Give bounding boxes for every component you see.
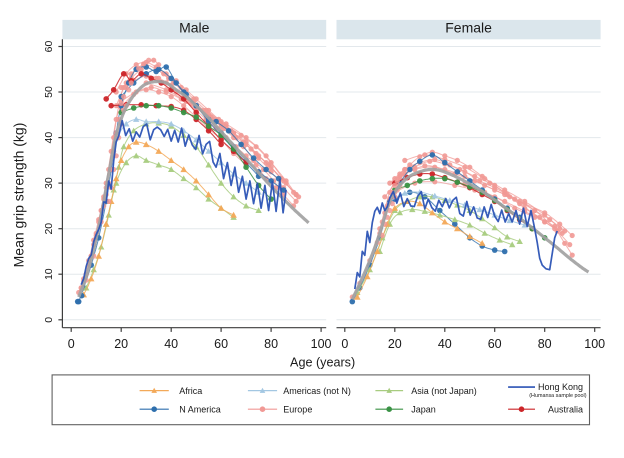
svg-text:10: 10: [43, 268, 55, 280]
svg-text:0: 0: [68, 337, 75, 351]
svg-text:0: 0: [341, 337, 348, 351]
svg-text:Male: Male: [179, 20, 210, 36]
svg-text:60: 60: [214, 337, 228, 351]
svg-text:Europe: Europe: [283, 404, 312, 414]
svg-text:40: 40: [438, 337, 452, 351]
svg-text:Hong Kong: Hong Kong: [538, 382, 583, 392]
svg-text:30: 30: [43, 177, 55, 189]
svg-text:20: 20: [388, 337, 402, 351]
svg-text:20: 20: [43, 223, 55, 235]
svg-text:60: 60: [43, 41, 55, 53]
svg-text:Mean grip strength (kg): Mean grip strength (kg): [11, 123, 27, 268]
svg-text:80: 80: [538, 337, 552, 351]
svg-text:100: 100: [584, 337, 605, 351]
svg-text:Asia (not Japan): Asia (not Japan): [411, 386, 477, 396]
svg-text:Africa: Africa: [179, 386, 202, 396]
svg-text:0: 0: [43, 317, 55, 323]
svg-text:(Humansa sample pool): (Humansa sample pool): [529, 393, 586, 399]
svg-text:40: 40: [43, 132, 55, 144]
svg-text:50: 50: [43, 86, 55, 98]
svg-text:80: 80: [264, 337, 278, 351]
svg-text:20: 20: [114, 337, 128, 351]
svg-text:Americas (not N): Americas (not N): [283, 386, 351, 396]
svg-text:40: 40: [164, 337, 178, 351]
svg-text:Japan: Japan: [411, 404, 436, 414]
svg-text:Age (years): Age (years): [290, 355, 355, 369]
svg-text:60: 60: [488, 337, 502, 351]
svg-text:Female: Female: [445, 20, 492, 36]
svg-text:Australia: Australia: [548, 404, 583, 414]
svg-text:N America: N America: [179, 404, 221, 414]
svg-text:100: 100: [311, 337, 332, 351]
